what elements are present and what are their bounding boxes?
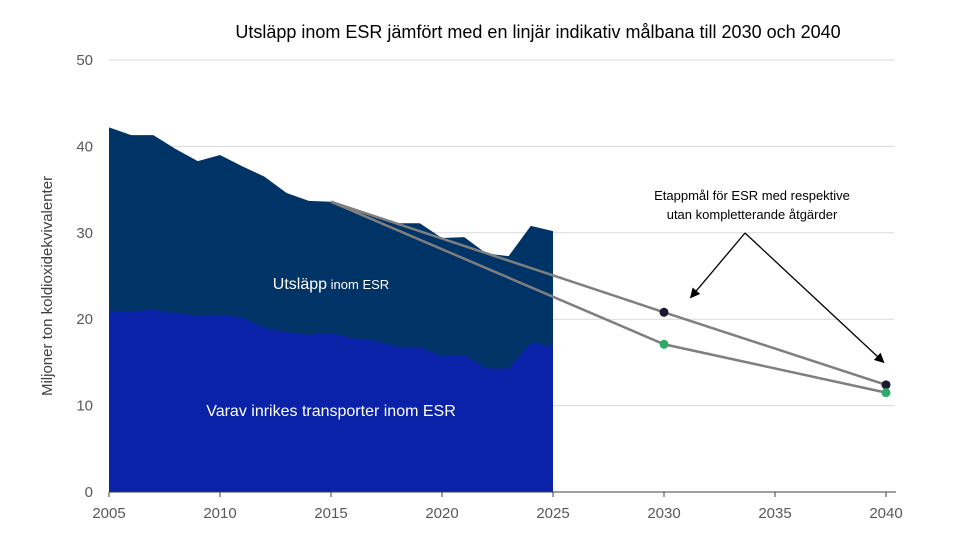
area-label-utslapp-main: Utsläpp <box>273 276 327 293</box>
x-tick-2010: 2010 <box>203 505 236 522</box>
y-tick-0: 0 <box>85 484 93 501</box>
x-tick-labels: 2005 2010 2015 2020 2025 2030 2035 2040 <box>92 492 903 522</box>
x-tick-2040: 2040 <box>869 505 902 522</box>
x-tick-2005: 2005 <box>92 505 125 522</box>
annotation-arrow-2 <box>744 232 885 364</box>
area-inrikes-transporter <box>109 309 553 492</box>
x-tick-2020: 2020 <box>425 505 458 522</box>
area-label-utslapp: Utsläpp inom ESR <box>273 276 389 293</box>
y-tick-labels: 0 10 20 30 40 50 <box>76 52 93 501</box>
area-label-transport: Varav inrikes transporter inom ESR <box>206 403 456 420</box>
area-label-utslapp-small: inom ESR <box>327 277 389 292</box>
milestone-without-2030 <box>659 339 669 349</box>
annotation-line-1: Etappmål för ESR med respektive <box>654 188 850 203</box>
milestone-with-2040 <box>881 380 891 390</box>
y-tick-50: 50 <box>76 52 93 69</box>
y-tick-10: 10 <box>76 398 93 415</box>
milestone-without-2040 <box>881 388 891 398</box>
y-axis-label: Miljoner ton koldioxidekvivalenter <box>39 176 56 396</box>
y-tick-30: 30 <box>76 225 93 242</box>
y-tick-40: 40 <box>76 138 93 155</box>
milestone-points <box>659 307 891 398</box>
x-tick-2030: 2030 <box>647 505 680 522</box>
milestone-with-2030 <box>659 307 669 317</box>
annotation-arrows <box>689 232 885 364</box>
x-tick-2015: 2015 <box>314 505 347 522</box>
x-tick-2035: 2035 <box>758 505 791 522</box>
chart-title: Utsläpp inom ESR jämfört med en linjär i… <box>235 22 840 42</box>
annotation-arrow-1 <box>689 232 746 299</box>
annotation-line-2: utan kompletterande åtgärder <box>667 207 838 222</box>
x-tick-2025: 2025 <box>536 505 569 522</box>
annotation: Etappmål för ESR med respektive utan kom… <box>654 188 885 364</box>
y-tick-20: 20 <box>76 311 93 328</box>
